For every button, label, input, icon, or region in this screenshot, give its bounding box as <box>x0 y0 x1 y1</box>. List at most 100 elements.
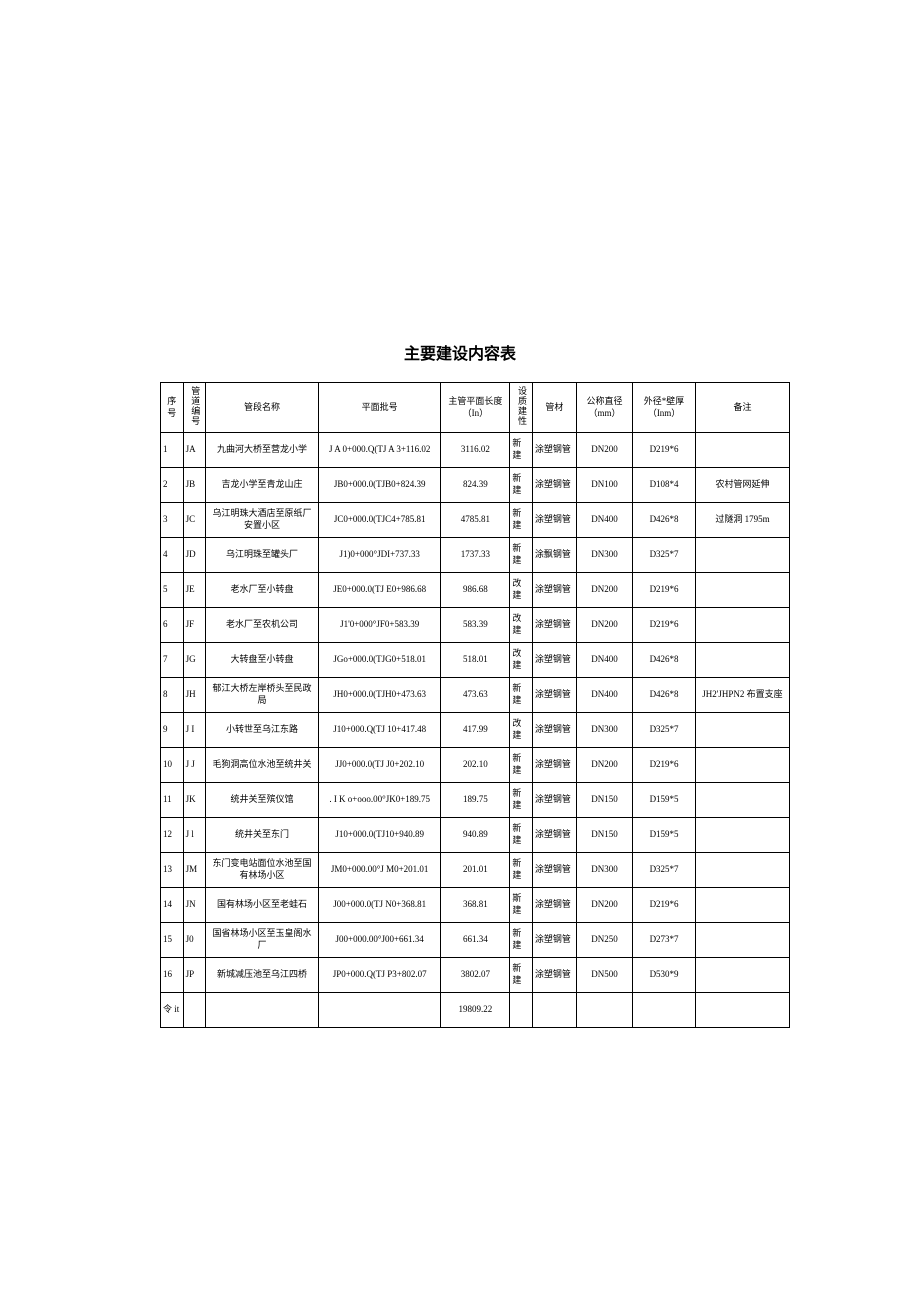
table-row: 16JP新城减压池至乌江四桥JP0+000.Q(TJ P3+802.073802… <box>161 958 790 993</box>
cell-diameter: DN400 <box>576 678 632 713</box>
total-row: 令 it19809.22 <box>161 993 790 1028</box>
cell-diameter: DN150 <box>576 818 632 853</box>
cell-quality: 新建 <box>510 433 533 468</box>
cell-thickness: D426*8 <box>633 643 696 678</box>
cell-length: 824.39 <box>441 468 510 503</box>
cell-remark <box>695 853 789 888</box>
cell-diameter: DN400 <box>576 503 632 538</box>
total-cell-1 <box>183 993 206 1028</box>
header-length: 主管平面长度（In） <box>441 383 510 433</box>
table-header-row: 序号 管道编号 管段名称 平面批号 主管平面长度（In） 设质建性 管材 公称直… <box>161 383 790 433</box>
cell-batch: J A 0+000.Q(TJ A 3+116.02 <box>318 433 440 468</box>
total-cell-9 <box>695 993 789 1028</box>
cell-material: 涂塑钢管 <box>532 853 576 888</box>
table-row: 3JC乌江明珠大酒店至原纸厂安置小区JC0+000.0(TJC4+785.814… <box>161 503 790 538</box>
cell-code: JB <box>183 468 206 503</box>
cell-code: JM <box>183 853 206 888</box>
cell-name: 老水厂至小转盘 <box>206 573 319 608</box>
cell-code: JN <box>183 888 206 923</box>
cell-material: 涂塑钢管 <box>532 503 576 538</box>
cell-diameter: DN200 <box>576 573 632 608</box>
cell-seq: 7 <box>161 643 184 678</box>
cell-code: J l <box>183 818 206 853</box>
cell-length: 3802.07 <box>441 958 510 993</box>
cell-seq: 3 <box>161 503 184 538</box>
table-row: 12J l统井关至东门J10+000.0(TJ10+940.89940.89新建… <box>161 818 790 853</box>
cell-length: 202.10 <box>441 748 510 783</box>
cell-thickness: D108*4 <box>633 468 696 503</box>
cell-diameter: DN150 <box>576 783 632 818</box>
cell-length: 583.39 <box>441 608 510 643</box>
cell-name: 乌江明珠至罐头厂 <box>206 538 319 573</box>
cell-thickness: D219*6 <box>633 608 696 643</box>
cell-length: 201.01 <box>441 853 510 888</box>
cell-diameter: DN300 <box>576 853 632 888</box>
cell-name: 小转世至乌江东路 <box>206 713 319 748</box>
cell-thickness: D159*5 <box>633 783 696 818</box>
cell-code: J I <box>183 713 206 748</box>
total-cell-5 <box>510 993 533 1028</box>
cell-length: 3116.02 <box>441 433 510 468</box>
cell-remark <box>695 818 789 853</box>
cell-batch: J10+000.0(TJ10+940.89 <box>318 818 440 853</box>
cell-diameter: DN400 <box>576 643 632 678</box>
cell-quality: 新建 <box>510 853 533 888</box>
cell-thickness: D325*7 <box>633 713 696 748</box>
cell-batch: JB0+000.0(TJB0+824.39 <box>318 468 440 503</box>
cell-material: 涂塑钢管 <box>532 678 576 713</box>
cell-batch: JE0+000.0(TJ E0+986.68 <box>318 573 440 608</box>
cell-length: 661.34 <box>441 923 510 958</box>
cell-code: J0 <box>183 923 206 958</box>
cell-material: 涂塑钢管 <box>532 923 576 958</box>
total-cell-7 <box>576 993 632 1028</box>
total-cell-2 <box>206 993 319 1028</box>
cell-code: JE <box>183 573 206 608</box>
header-material: 管材 <box>532 383 576 433</box>
cell-quality: 改建 <box>510 643 533 678</box>
cell-code: JA <box>183 433 206 468</box>
cell-name: 国省林场小区至玉皇阁水厂 <box>206 923 319 958</box>
table-row: 5JE老水厂至小转盘JE0+000.0(TJ E0+986.68986.68改建… <box>161 573 790 608</box>
cell-remark <box>695 538 789 573</box>
total-cell-8 <box>633 993 696 1028</box>
cell-name: 吉龙小学至青龙山庄 <box>206 468 319 503</box>
cell-length: 1737.33 <box>441 538 510 573</box>
cell-batch: JC0+000.0(TJC4+785.81 <box>318 503 440 538</box>
cell-name: 毛狗洞高位水池至统井关 <box>206 748 319 783</box>
cell-seq: 12 <box>161 818 184 853</box>
cell-quality: 新建 <box>510 783 533 818</box>
table-row: 8JH郁江大桥左岸桥头至民政局JH0+000.0(TJH0+473.63473.… <box>161 678 790 713</box>
cell-code: JK <box>183 783 206 818</box>
cell-remark <box>695 958 789 993</box>
cell-remark <box>695 783 789 818</box>
cell-code: JC <box>183 503 206 538</box>
table-row: 15J0国省林场小区至玉皇阁水厂J00+000.00°J00+661.34661… <box>161 923 790 958</box>
cell-thickness: D325*7 <box>633 538 696 573</box>
cell-material: 涂塑钢管 <box>532 818 576 853</box>
cell-name: 统井关至东门 <box>206 818 319 853</box>
cell-seq: 4 <box>161 538 184 573</box>
cell-seq: 10 <box>161 748 184 783</box>
cell-thickness: D426*8 <box>633 678 696 713</box>
table-row: 10J J毛狗洞高位水池至统井关JJ0+000.0(TJ J0+202.1020… <box>161 748 790 783</box>
cell-diameter: DN200 <box>576 433 632 468</box>
cell-code: JF <box>183 608 206 643</box>
cell-name: 新城减压池至乌江四桥 <box>206 958 319 993</box>
cell-seq: 16 <box>161 958 184 993</box>
cell-batch: JJ0+000.0(TJ J0+202.10 <box>318 748 440 783</box>
header-seq: 序号 <box>161 383 184 433</box>
cell-seq: 5 <box>161 573 184 608</box>
cell-batch: J10+000.Q(TJ 10+417.48 <box>318 713 440 748</box>
cell-quality: 新建 <box>510 538 533 573</box>
cell-length: 189.75 <box>441 783 510 818</box>
cell-quality: 改建 <box>510 713 533 748</box>
cell-quality: 改建 <box>510 573 533 608</box>
cell-remark <box>695 433 789 468</box>
cell-name: 大转盘至小转盘 <box>206 643 319 678</box>
cell-seq: 15 <box>161 923 184 958</box>
cell-remark: 农村管网延伸 <box>695 468 789 503</box>
cell-name: 国有林场小区至老蛙石 <box>206 888 319 923</box>
cell-quality: 新建 <box>510 468 533 503</box>
cell-quality: 新建 <box>510 503 533 538</box>
header-thickness: 外径*壁厚（Inm） <box>633 383 696 433</box>
